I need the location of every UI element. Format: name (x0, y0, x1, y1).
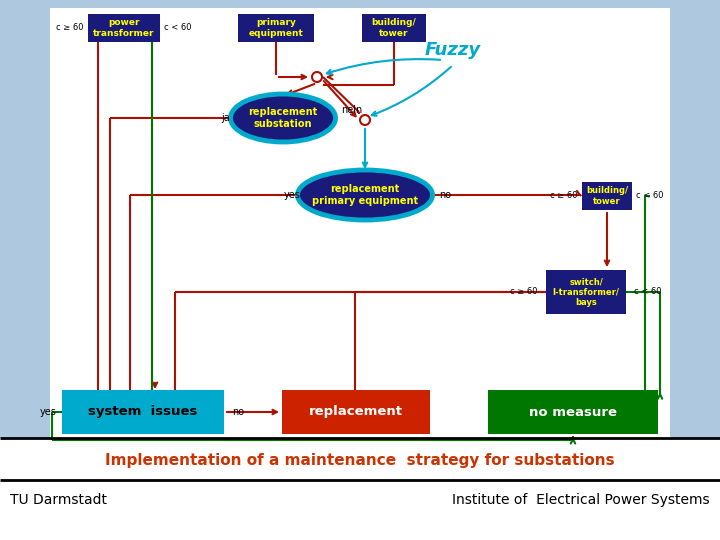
Text: Institute of  Electrical Power Systems: Institute of Electrical Power Systems (452, 493, 710, 507)
Text: power
transformer: power transformer (94, 18, 155, 38)
Bar (88, 14, 160, 42)
Text: building/
tower: building/ tower (586, 186, 628, 206)
Text: TU Darmstadt: TU Darmstadt (10, 493, 107, 507)
Text: c ≥ 60: c ≥ 60 (510, 287, 538, 296)
Text: c < 60: c < 60 (634, 287, 662, 296)
Text: replacement
substation: replacement substation (248, 107, 318, 129)
Bar (238, 14, 314, 42)
Text: yes: yes (40, 407, 56, 417)
Text: switch/
l-transformer/
bays: switch/ l-transformer/ bays (552, 277, 619, 307)
Bar (488, 390, 658, 434)
Text: c < 60: c < 60 (636, 192, 664, 200)
Circle shape (312, 72, 322, 82)
Text: replacement
primary equipment: replacement primary equipment (312, 184, 418, 206)
Text: primary
equipment: primary equipment (248, 18, 303, 38)
Text: system  issues: system issues (89, 406, 198, 419)
Text: c ≥ 60: c ≥ 60 (56, 24, 84, 32)
Text: Fuzzy: Fuzzy (425, 41, 481, 59)
Bar (50, 8, 670, 438)
Bar (546, 270, 626, 314)
Text: ja: ja (222, 113, 230, 123)
Ellipse shape (297, 170, 433, 220)
Text: building/
tower: building/ tower (372, 18, 416, 38)
Text: replacement: replacement (309, 406, 403, 419)
Text: neln: neln (341, 105, 363, 115)
Bar (362, 14, 426, 42)
Bar (282, 390, 430, 434)
Text: c < 60: c < 60 (164, 24, 192, 32)
Text: yes: yes (284, 190, 300, 200)
Bar (62, 390, 224, 434)
Text: Implementation of a maintenance  strategy for substations: Implementation of a maintenance strategy… (105, 453, 615, 468)
Bar (582, 182, 632, 210)
Text: no measure: no measure (529, 406, 617, 419)
Circle shape (360, 115, 370, 125)
Text: no: no (439, 190, 451, 200)
Ellipse shape (230, 94, 336, 142)
Text: c ≥ 60: c ≥ 60 (550, 192, 577, 200)
Text: no: no (232, 407, 244, 417)
Bar (0, 438, 720, 540)
